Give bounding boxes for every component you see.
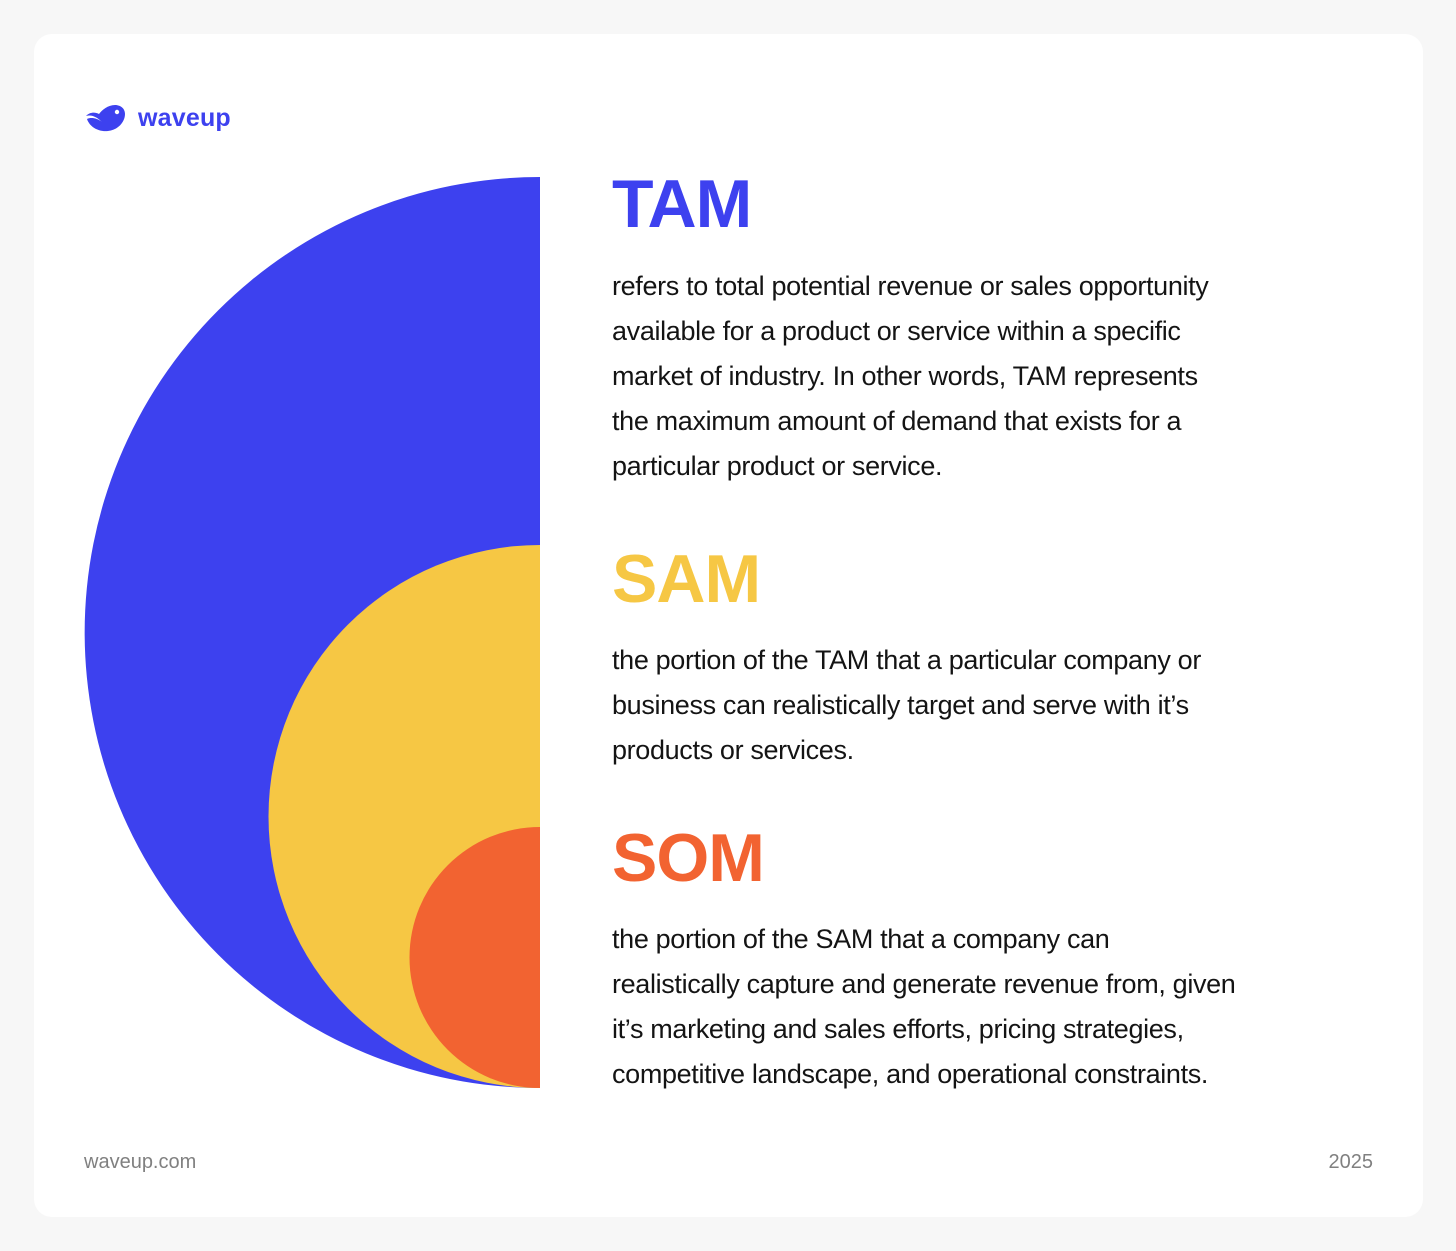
som-heading: SOM xyxy=(612,820,765,896)
brand-logo[interactable]: waveup xyxy=(84,103,231,133)
brand-name: waveup xyxy=(138,104,231,132)
som-line: competitive landscape, and operational c… xyxy=(612,1059,1209,1089)
tam-heading: TAM xyxy=(612,166,752,242)
tam-line: the maximum amount of demand that exists… xyxy=(612,406,1182,436)
sam-section: SAM xyxy=(612,541,761,617)
tam-line: market of industry. In other words, TAM … xyxy=(612,361,1198,391)
footer-website-link[interactable]: waveup.com xyxy=(84,1151,197,1173)
tam-section: TAM xyxy=(612,166,752,242)
tam-line: available for a product or service withi… xyxy=(612,316,1181,346)
som-line: realistically capture and generate reven… xyxy=(612,969,1236,999)
sam-heading: SAM xyxy=(612,541,761,617)
som-description: the portion of the SAM that a company ca… xyxy=(612,917,1236,1097)
sam-line: products or services. xyxy=(612,735,854,765)
tam-description: refers to total potential revenue or sal… xyxy=(612,264,1209,489)
som-line: the portion of the SAM that a company ca… xyxy=(612,924,1110,954)
som-line: it’s marketing and sales efforts, pricin… xyxy=(612,1014,1184,1044)
tam-line: refers to total potential revenue or sal… xyxy=(612,271,1209,301)
sam-line: business can realistically target and se… xyxy=(612,690,1189,720)
sam-line: the portion of the TAM that a particular… xyxy=(612,645,1201,675)
sam-description: the portion of the TAM that a particular… xyxy=(612,638,1201,773)
som-section: SOM xyxy=(612,820,765,896)
bird-icon xyxy=(86,105,125,132)
tam-line: particular product or service. xyxy=(612,451,943,481)
footer-year: 2025 xyxy=(1328,1151,1374,1173)
